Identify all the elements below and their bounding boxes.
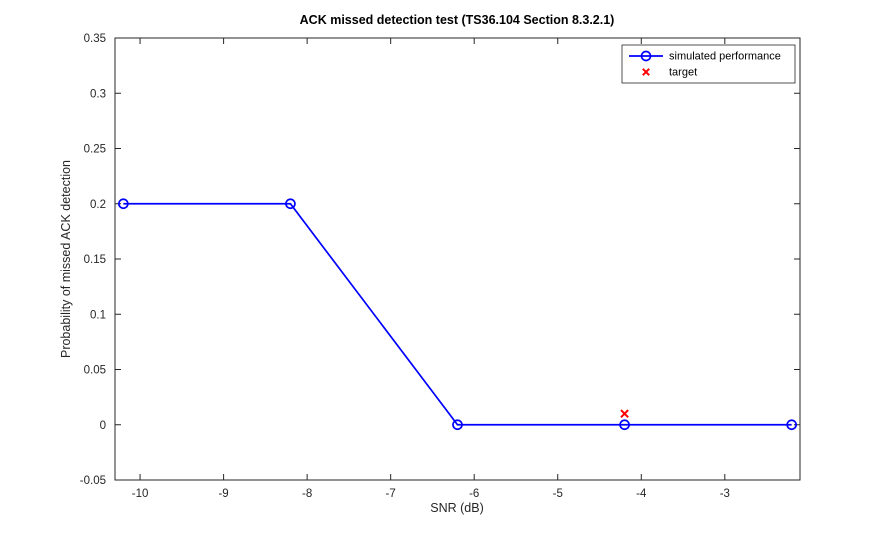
y-tick-label: 0.3 bbox=[90, 88, 106, 100]
chart-title: ACK missed detection test (TS36.104 Sect… bbox=[299, 13, 615, 27]
data-point-marker bbox=[786, 419, 797, 431]
x-tick-label: -10 bbox=[132, 488, 149, 500]
x-tick-label: -6 bbox=[469, 488, 479, 500]
legend-circle-marker-icon bbox=[640, 50, 652, 62]
x-tick-label: -8 bbox=[302, 488, 312, 500]
y-tick-label: 0.35 bbox=[84, 33, 106, 45]
target-marker-x bbox=[620, 409, 629, 419]
y-tick-label: 0.15 bbox=[84, 254, 106, 266]
legend-label-target: target bbox=[669, 67, 697, 79]
x-tick-label: -7 bbox=[386, 488, 396, 500]
y-tick-label: -0.05 bbox=[80, 475, 106, 487]
x-tick-label: -4 bbox=[636, 488, 647, 500]
x-tick-label: -3 bbox=[720, 488, 730, 500]
legend-box bbox=[621, 44, 796, 84]
y-tick-label: 0.1 bbox=[90, 309, 106, 321]
data-point-marker bbox=[619, 419, 630, 431]
x-tick-label: -9 bbox=[218, 488, 228, 500]
x-tick-label: -5 bbox=[553, 488, 563, 500]
legend-x-marker-icon bbox=[642, 68, 650, 76]
y-tick-label: 0.05 bbox=[84, 365, 106, 377]
data-point-marker bbox=[285, 198, 296, 210]
y-tick-label: 0 bbox=[100, 420, 106, 432]
data-point-marker bbox=[452, 419, 463, 431]
x-axis-label: SNR (dB) bbox=[430, 501, 484, 515]
axes-box bbox=[114, 37, 801, 481]
data-point-marker bbox=[118, 198, 129, 210]
series-line-simulated-performance bbox=[123, 202, 792, 426]
y-tick-label: 0.2 bbox=[90, 199, 106, 211]
y-tick-label: 0.25 bbox=[84, 144, 106, 156]
legend-label-simulated-performance: simulated performance bbox=[669, 51, 781, 63]
